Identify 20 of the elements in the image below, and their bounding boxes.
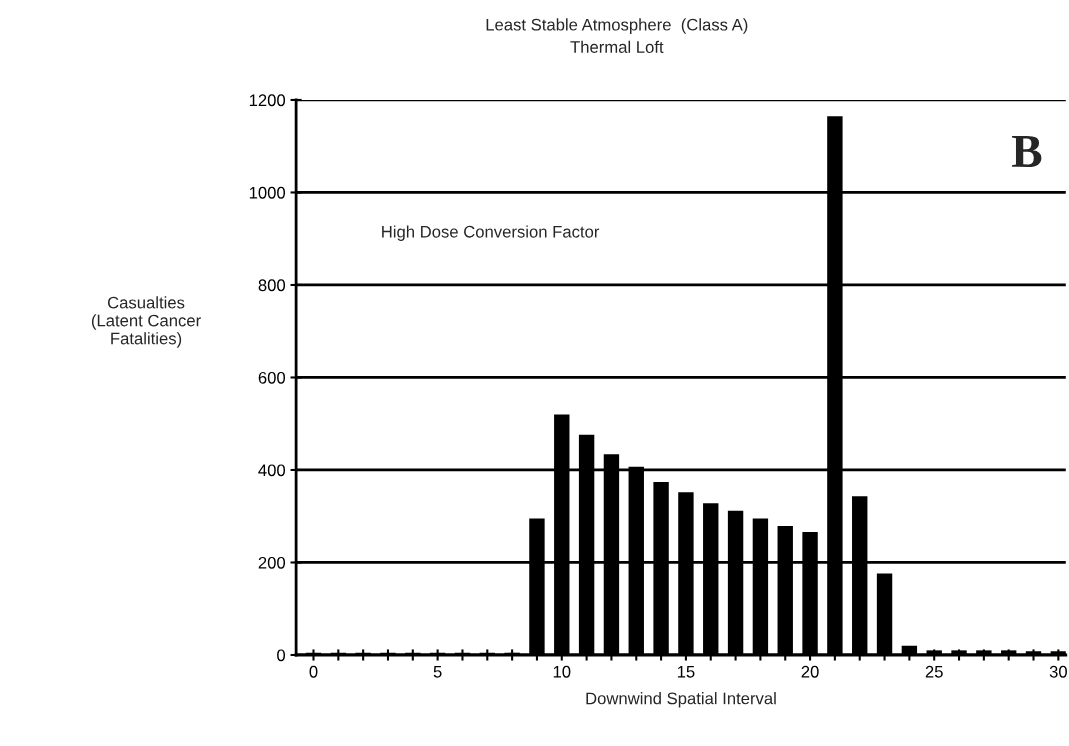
x-tick-label: 30 — [1049, 665, 1067, 678]
x-axis-title: Downwind Spatial Interval — [586, 692, 776, 708]
annotation: B — [1011, 135, 1042, 167]
y-tick-label: 0 — [277, 649, 286, 662]
y-tick-label: 400 — [258, 464, 286, 477]
x-tick-label: 20 — [801, 665, 819, 678]
y-tick-label: 1000 — [249, 186, 286, 199]
y-tick-label: 200 — [258, 556, 286, 569]
y-tick-label: 600 — [258, 371, 286, 384]
x-tick-label: 25 — [925, 665, 943, 678]
x-tick-label: 15 — [677, 666, 695, 678]
chart-subtitle: Thermal Loft — [570, 40, 664, 53]
x-tick-label: 0 — [309, 665, 318, 678]
x-tick-label: 10 — [553, 665, 571, 678]
y-axis-title: Casualties (Latent Cancer Fatalities) — [91, 296, 201, 348]
annotation: High Dose Conversion Factor — [382, 225, 600, 241]
chart-title: Least Stable Atmosphere (Class A) — [486, 18, 748, 34]
x-tick-label: 5 — [433, 666, 442, 678]
y-tick-label: 800 — [258, 279, 286, 292]
y-tick-label: 1200 — [249, 94, 286, 107]
